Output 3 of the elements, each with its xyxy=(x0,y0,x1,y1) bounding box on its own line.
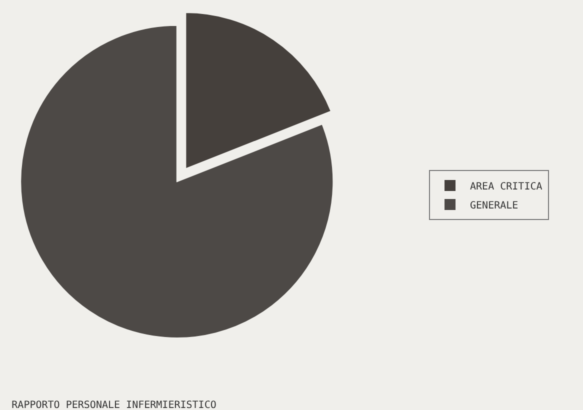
text: RAPPORTO PERSONALE INFERMIERISTICO xyxy=(12,400,216,410)
legend-label: AREA CRITICA xyxy=(470,181,542,192)
legend-label: GENERALE xyxy=(470,200,518,212)
